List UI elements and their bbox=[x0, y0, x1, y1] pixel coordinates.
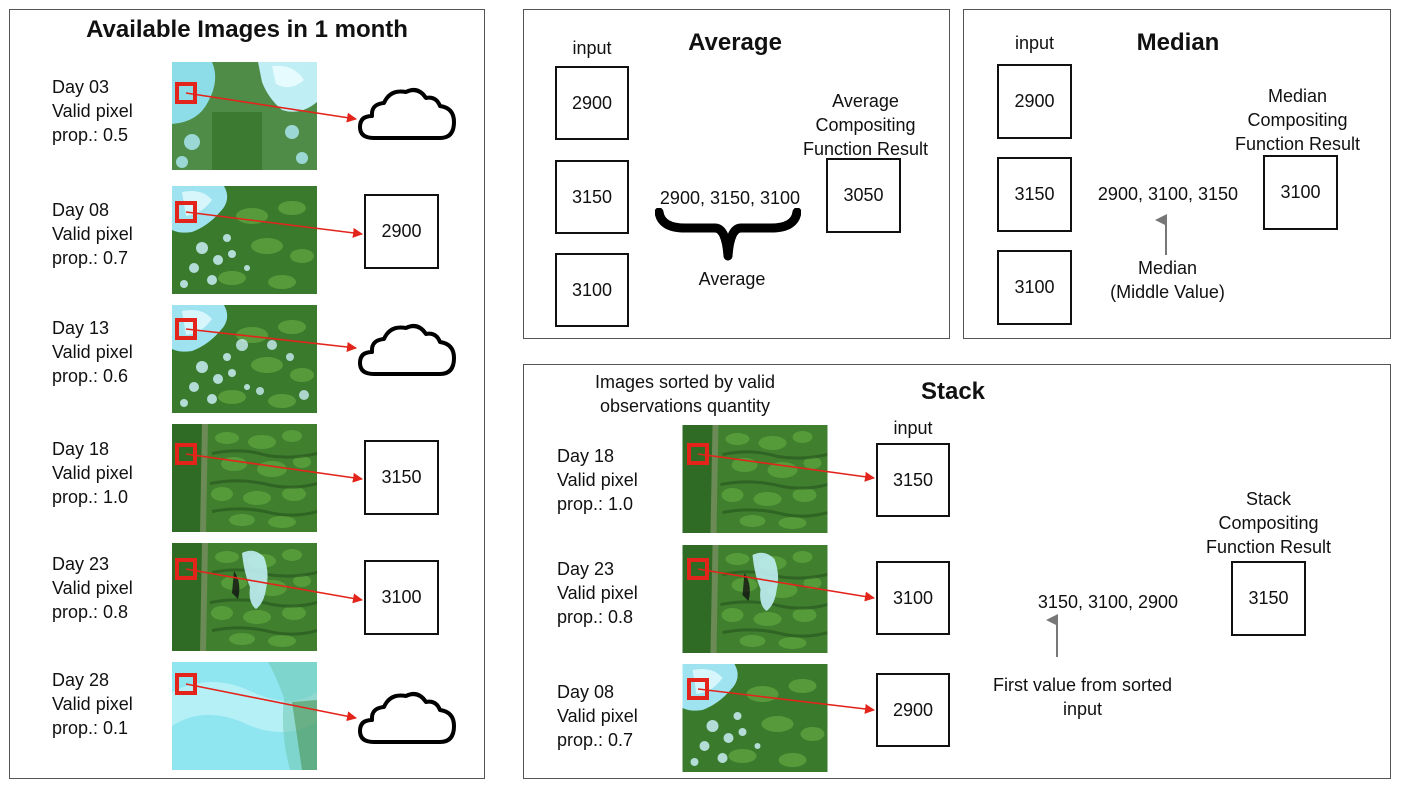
stack-row-2-label: Day 23 Valid pixel prop.: 0.8 bbox=[557, 559, 638, 627]
left-row-1-label: Day 03 Valid pixel prop.: 0.5 bbox=[52, 77, 133, 145]
pixel-value-box: 3150 bbox=[364, 440, 439, 515]
pixel-marker bbox=[687, 443, 709, 465]
stack-input-box-2: 3100 bbox=[876, 561, 950, 635]
median-result-box: 3100 bbox=[1263, 155, 1338, 230]
average-result-box: 3050 bbox=[826, 158, 901, 233]
cloud-icon bbox=[356, 320, 458, 378]
left-row-5-label: Day 23 Valid pixel prop.: 0.8 bbox=[52, 554, 133, 622]
median-title: Median bbox=[1136, 29, 1220, 56]
pixel-marker bbox=[175, 82, 197, 104]
median-input-label: input bbox=[1014, 33, 1055, 53]
average-title: Average bbox=[688, 29, 782, 56]
average-sequence: 2900, 3150, 3100 bbox=[659, 188, 801, 208]
stack-result-title: Stack Compositing Function Result bbox=[1205, 489, 1332, 557]
left-row-4-label: Day 18 Valid pixel prop.: 1.0 bbox=[52, 439, 133, 507]
median-result-title: Median Compositing Function Result bbox=[1234, 86, 1361, 154]
pixel-marker bbox=[175, 201, 197, 223]
left-row-3-label: Day 13 Valid pixel prop.: 0.6 bbox=[52, 318, 133, 386]
stack-input-box-3: 2900 bbox=[876, 673, 950, 747]
curly-brace-icon bbox=[654, 207, 802, 264]
median-sequence: 2900, 3100, 3150 bbox=[1097, 184, 1239, 204]
average-input-box-1: 2900 bbox=[555, 66, 629, 140]
stack-title: Stack bbox=[920, 378, 986, 405]
pixel-marker bbox=[175, 443, 197, 465]
available-images-title: Available Images in 1 month bbox=[86, 16, 408, 43]
stack-row-3-label: Day 08 Valid pixel prop.: 0.7 bbox=[557, 682, 638, 750]
cloud-icon bbox=[356, 84, 458, 142]
stack-sorted-caption: Images sorted by valid observations quan… bbox=[594, 372, 776, 416]
pixel-marker bbox=[175, 318, 197, 340]
pixel-marker bbox=[175, 673, 197, 695]
pixel-value-box: 2900 bbox=[364, 194, 439, 269]
average-result-title: Average Compositing Function Result bbox=[802, 91, 929, 159]
left-row-6-label: Day 28 Valid pixel prop.: 0.1 bbox=[52, 670, 133, 738]
stack-satellite-image-day-18 bbox=[682, 425, 828, 533]
stack-row-1-label: Day 18 Valid pixel prop.: 1.0 bbox=[557, 446, 638, 514]
satellite-image-day-03 bbox=[172, 62, 317, 170]
left-row-2-label: Day 08 Valid pixel prop.: 0.7 bbox=[52, 200, 133, 268]
pixel-value-box: 3100 bbox=[364, 560, 439, 635]
stack-input-box-1: 3150 bbox=[876, 443, 950, 517]
median-input-box-3: 3100 bbox=[997, 250, 1072, 325]
median-input-box-1: 2900 bbox=[997, 64, 1072, 139]
pixel-marker bbox=[687, 678, 709, 700]
average-input-box-2: 3150 bbox=[555, 160, 629, 234]
stack-result-box: 3150 bbox=[1231, 561, 1306, 636]
satellite-image-day-18 bbox=[172, 424, 317, 532]
median-operation-label: Median (Middle Value) bbox=[1110, 258, 1225, 302]
pixel-marker bbox=[687, 558, 709, 580]
stack-operation-label: First value from sorted input bbox=[992, 675, 1173, 719]
stack-input-label: input bbox=[893, 418, 933, 438]
stack-sequence: 3150, 3100, 2900 bbox=[1037, 592, 1179, 612]
median-input-box-2: 3150 bbox=[997, 157, 1072, 232]
pixel-marker bbox=[175, 558, 197, 580]
average-input-box-3: 3100 bbox=[555, 253, 629, 327]
average-input-label: input bbox=[572, 38, 612, 58]
cloud-icon bbox=[356, 688, 458, 746]
average-operation-label: Average bbox=[698, 269, 766, 289]
